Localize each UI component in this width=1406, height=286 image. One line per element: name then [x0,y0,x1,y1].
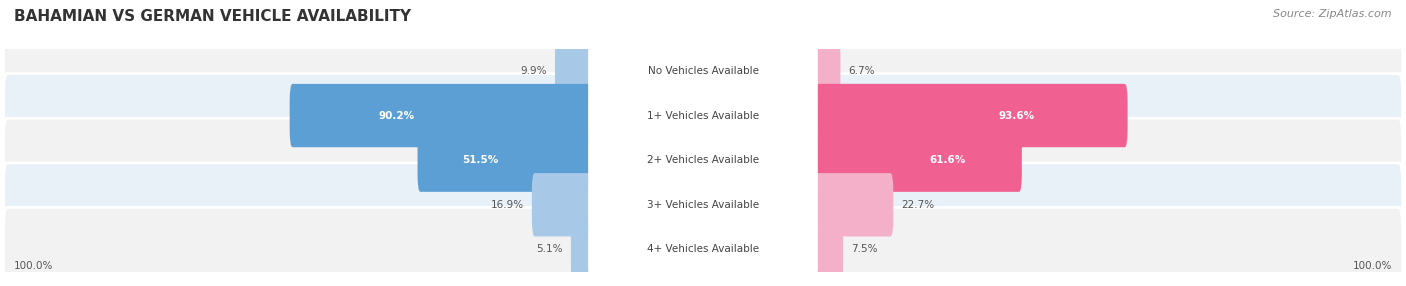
FancyBboxPatch shape [3,29,1403,113]
FancyBboxPatch shape [3,74,1403,158]
FancyBboxPatch shape [588,133,818,187]
FancyBboxPatch shape [555,39,593,103]
FancyBboxPatch shape [588,44,818,98]
Text: BAHAMIAN VS GERMAN VEHICLE AVAILABILITY: BAHAMIAN VS GERMAN VEHICLE AVAILABILITY [14,9,411,23]
FancyBboxPatch shape [813,173,893,237]
FancyBboxPatch shape [418,128,593,192]
Text: 2+ Vehicles Available: 2+ Vehicles Available [647,155,759,165]
Text: 3+ Vehicles Available: 3+ Vehicles Available [647,200,759,210]
FancyBboxPatch shape [813,39,841,103]
FancyBboxPatch shape [571,218,593,281]
FancyBboxPatch shape [588,222,818,277]
FancyBboxPatch shape [3,118,1403,202]
FancyBboxPatch shape [3,163,1403,247]
FancyBboxPatch shape [290,84,593,147]
Text: No Vehicles Available: No Vehicles Available [648,66,758,76]
Text: 93.6%: 93.6% [998,111,1035,120]
FancyBboxPatch shape [3,207,1403,286]
FancyBboxPatch shape [531,173,593,237]
Text: 6.7%: 6.7% [848,66,875,76]
Text: 4+ Vehicles Available: 4+ Vehicles Available [647,245,759,254]
FancyBboxPatch shape [588,88,818,143]
Text: 16.9%: 16.9% [491,200,524,210]
Text: 7.5%: 7.5% [851,245,877,254]
Text: 1+ Vehicles Available: 1+ Vehicles Available [647,111,759,120]
Text: Source: ZipAtlas.com: Source: ZipAtlas.com [1274,9,1392,19]
Text: 9.9%: 9.9% [520,66,547,76]
Text: 51.5%: 51.5% [461,155,498,165]
FancyBboxPatch shape [813,84,1128,147]
FancyBboxPatch shape [588,178,818,232]
FancyBboxPatch shape [813,218,844,281]
FancyBboxPatch shape [813,128,1022,192]
Text: 100.0%: 100.0% [14,261,53,271]
Text: 5.1%: 5.1% [537,245,564,254]
Text: 100.0%: 100.0% [1353,261,1392,271]
Text: 22.7%: 22.7% [901,200,934,210]
Text: 90.2%: 90.2% [378,111,415,120]
Text: 61.6%: 61.6% [929,155,966,165]
